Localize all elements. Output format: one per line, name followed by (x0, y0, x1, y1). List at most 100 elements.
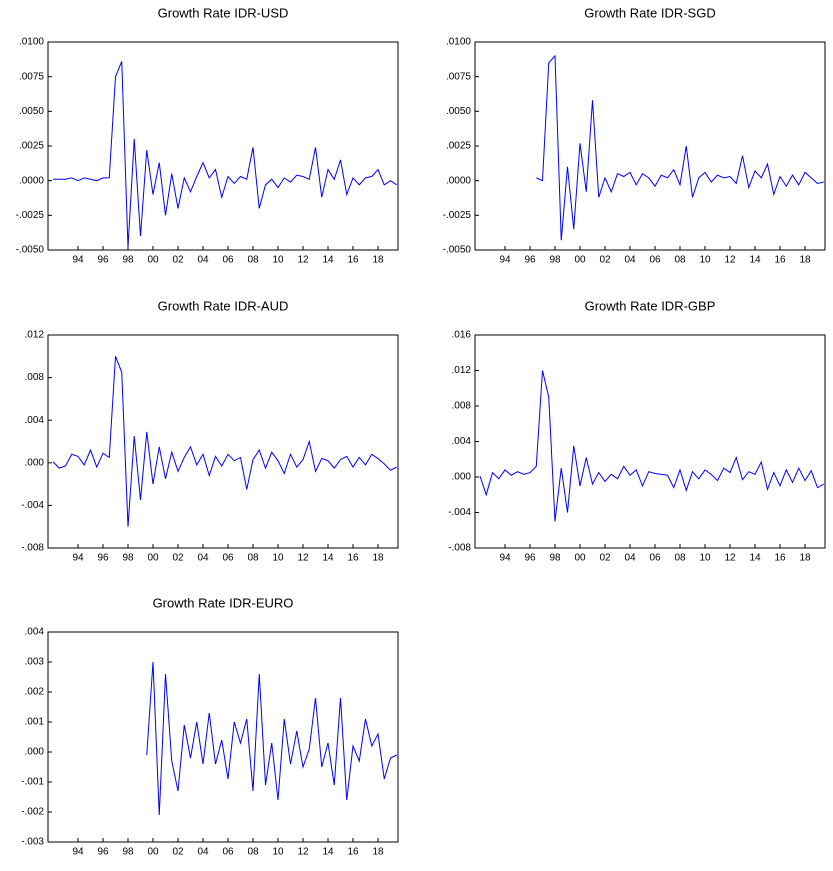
y-tick-label: .004 (452, 436, 472, 447)
x-tick-label: 14 (322, 553, 334, 564)
y-tick-label: .0100 (446, 37, 471, 48)
x-tick-label: 08 (674, 255, 686, 266)
x-tick-label: 12 (297, 255, 309, 266)
y-tick-label: .0075 (446, 71, 471, 82)
x-tick-label: 18 (372, 847, 384, 858)
y-tick-label: .016 (452, 330, 472, 341)
x-tick-label: 94 (499, 553, 511, 564)
y-tick-label: .001 (25, 717, 45, 728)
x-tick-label: 04 (624, 255, 636, 266)
x-tick-label: 18 (372, 553, 384, 564)
series-line (479, 370, 824, 522)
plot-frame (47, 41, 399, 251)
x-tick-label: 98 (549, 553, 561, 564)
x-tick-label: 16 (347, 553, 359, 564)
x-tick-label: 94 (72, 847, 84, 858)
x-tick-label: 98 (122, 553, 134, 564)
x-tick-label: 10 (272, 847, 284, 858)
x-tick-label: 04 (197, 847, 209, 858)
y-tick-label: -.003 (21, 837, 44, 848)
y-tick-label: .012 (452, 365, 472, 376)
x-tick-label: 18 (372, 255, 384, 266)
x-tick-label: 10 (272, 255, 284, 266)
x-tick-label: 00 (147, 255, 159, 266)
plot-frame (47, 334, 399, 549)
y-tick-label: .004 (25, 415, 45, 426)
x-tick-label: 16 (774, 553, 786, 564)
chart-title: Growth Rate IDR-SGD (584, 5, 715, 20)
series-line (53, 61, 398, 248)
x-tick-label: 04 (624, 553, 636, 564)
y-tick-label: .0050 (19, 106, 44, 117)
x-tick-label: 00 (147, 847, 159, 858)
y-tick-label: .012 (25, 330, 45, 341)
x-tick-label: 10 (699, 553, 711, 564)
x-tick-label: 06 (649, 255, 661, 266)
x-tick-label: 98 (122, 847, 134, 858)
x-tick-label: 94 (72, 553, 84, 564)
x-tick-label: 06 (649, 553, 661, 564)
y-tick-label: .003 (25, 657, 45, 668)
y-tick-label: .0025 (446, 141, 471, 152)
x-tick-label: 12 (297, 553, 309, 564)
x-tick-label: 94 (499, 255, 511, 266)
y-tick-label: -.0025 (443, 210, 472, 221)
plot-frame (474, 334, 826, 549)
y-tick-label: -.001 (21, 777, 44, 788)
chart-title: Growth Rate IDR-AUD (158, 298, 289, 313)
y-tick-label: -.008 (21, 543, 44, 554)
x-tick-label: 00 (147, 553, 159, 564)
series-line (146, 661, 397, 816)
x-tick-label: 14 (749, 553, 761, 564)
x-tick-label: 12 (297, 847, 309, 858)
x-tick-label: 04 (197, 553, 209, 564)
x-tick-label: 00 (574, 553, 586, 564)
series-line (52, 356, 397, 527)
x-tick-label: 14 (322, 847, 334, 858)
x-tick-label: 10 (699, 255, 711, 266)
plot-frame (474, 41, 826, 251)
y-tick-label: .000 (25, 747, 45, 758)
x-tick-label: 96 (524, 553, 536, 564)
y-tick-label: .0025 (19, 141, 44, 152)
chart-title: Growth Rate IDR-EURO (153, 595, 294, 610)
x-tick-label: 00 (574, 255, 586, 266)
x-tick-label: 12 (724, 553, 736, 564)
y-tick-label: -.008 (448, 543, 471, 554)
y-tick-label: .0000 (19, 175, 44, 186)
x-tick-label: 04 (197, 255, 209, 266)
y-tick-label: .000 (452, 472, 472, 483)
y-tick-label: -.004 (21, 500, 44, 511)
x-tick-label: 16 (347, 847, 359, 858)
x-tick-label: 06 (222, 553, 234, 564)
x-tick-label: 96 (97, 255, 109, 266)
y-tick-label: .0075 (19, 71, 44, 82)
x-tick-label: 02 (599, 255, 611, 266)
x-tick-label: 06 (222, 255, 234, 266)
y-tick-label: .0000 (446, 175, 471, 186)
x-tick-label: 14 (322, 255, 334, 266)
y-tick-label: -.0050 (443, 245, 472, 256)
chart-title: Growth Rate IDR-USD (158, 5, 289, 20)
x-tick-label: 10 (272, 553, 284, 564)
x-tick-label: 98 (549, 255, 561, 266)
x-tick-label: 14 (749, 255, 761, 266)
x-tick-label: 02 (172, 553, 184, 564)
x-tick-label: 16 (774, 255, 786, 266)
x-tick-label: 96 (524, 255, 536, 266)
y-tick-label: .004 (25, 627, 45, 638)
y-tick-label: .0050 (446, 106, 471, 117)
x-tick-label: 98 (122, 255, 134, 266)
y-tick-label: .0100 (19, 37, 44, 48)
y-tick-label: .008 (452, 401, 472, 412)
y-tick-label: .000 (25, 457, 45, 468)
y-tick-label: -.002 (21, 807, 44, 818)
x-tick-label: 16 (347, 255, 359, 266)
x-tick-label: 02 (599, 553, 611, 564)
x-tick-label: 94 (72, 255, 84, 266)
x-tick-label: 08 (674, 553, 686, 564)
x-tick-label: 02 (172, 847, 184, 858)
y-tick-label: .002 (25, 687, 45, 698)
x-tick-label: 06 (222, 847, 234, 858)
